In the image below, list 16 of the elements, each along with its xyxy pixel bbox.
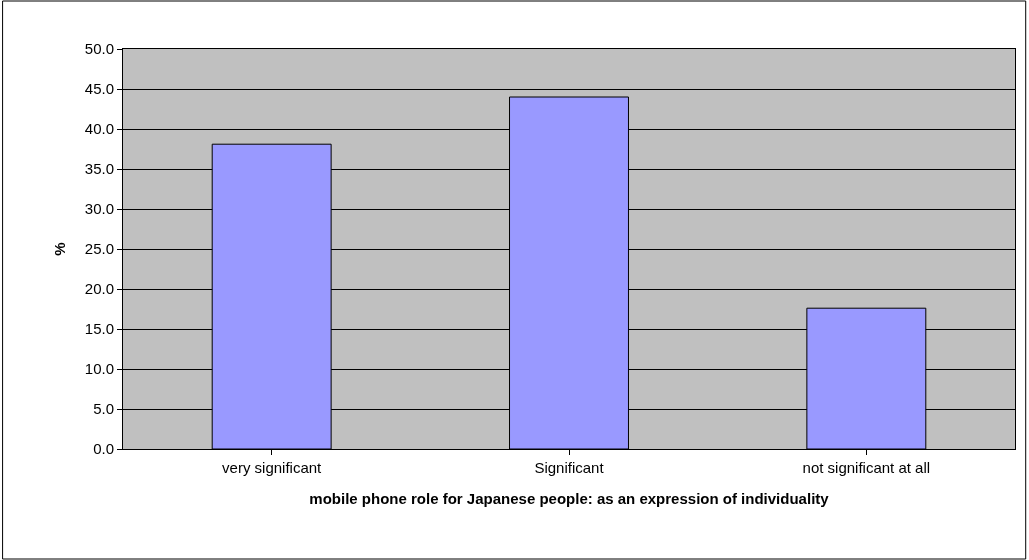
y-tick-label: 35.0 <box>84 160 114 178</box>
y-tick-label: 20.0 <box>84 280 114 298</box>
y-axis-title: % <box>51 242 69 256</box>
y-tick-label: 10.0 <box>84 360 114 378</box>
y-tick-label: 30.0 <box>84 200 114 218</box>
x-tick-label: very significant <box>222 459 323 476</box>
y-tick-label: 40.0 <box>84 120 114 138</box>
x-axis-title: mobile phone role for Japanese people: as an expression of individuality <box>309 490 830 507</box>
y-tick-label: 15.0 <box>84 320 114 338</box>
y-tick-label: 45.0 <box>84 80 114 98</box>
y-tick-label: 50.0 <box>84 40 114 58</box>
x-tick-label: Significant <box>534 459 605 476</box>
y-tick-label: 5.0 <box>93 400 114 418</box>
y-tick-label: 25.0 <box>84 240 114 258</box>
y-tick-label: 0.0 <box>93 440 114 458</box>
x-tick-label: not significant at all <box>802 459 931 476</box>
